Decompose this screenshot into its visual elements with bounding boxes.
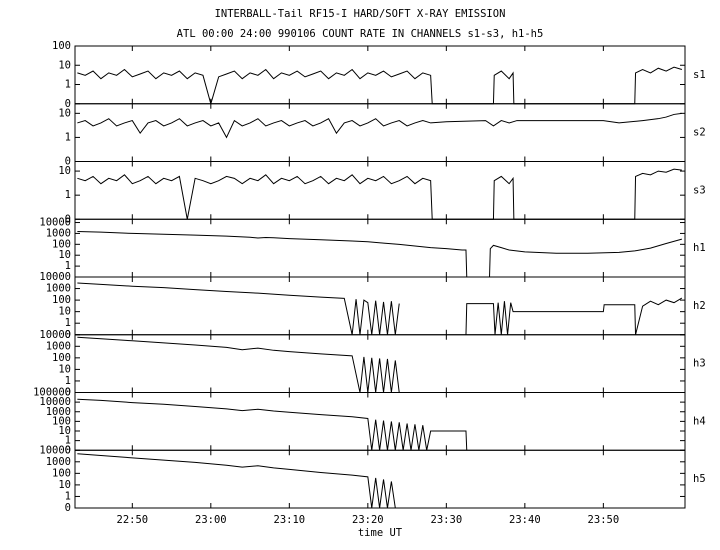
y-tick-label: 0 xyxy=(65,98,71,110)
y-tick-label: 1 xyxy=(65,79,71,91)
y-tick-label: 10 xyxy=(58,59,71,71)
x-tick-label: 23:40 xyxy=(509,514,541,526)
data-line xyxy=(77,112,682,139)
y-tick-label: 0 xyxy=(65,213,71,225)
y-tick-label: 0 xyxy=(65,502,71,514)
y-tick-label: 10 xyxy=(58,479,71,491)
y-tick-label: 1000 xyxy=(46,406,71,418)
y-tick-label: 1 xyxy=(65,435,71,447)
y-tick-label: 1000 xyxy=(46,227,71,239)
y-tick-label: 1 xyxy=(65,490,71,502)
y-tick-label: 10000 xyxy=(39,271,71,283)
y-tick-label: 10000 xyxy=(39,444,71,456)
y-tick-label: 10 xyxy=(58,249,71,261)
y-tick-label: 1 xyxy=(65,131,71,143)
y-tick-label: 0 xyxy=(65,329,71,341)
data-line xyxy=(77,336,400,393)
data-line xyxy=(77,66,683,106)
y-tick-label: 100 xyxy=(52,40,71,52)
y-tick-label: 0 xyxy=(65,156,71,168)
panel-label: h2 xyxy=(693,300,706,312)
y-tick-label: 10000 xyxy=(39,396,71,408)
x-tick-label: 22:50 xyxy=(117,514,149,526)
y-tick-label: 10000 xyxy=(39,217,71,229)
y-tick-label: 10 xyxy=(58,425,71,437)
x-tick-label: 23:50 xyxy=(588,514,620,526)
panel-label: h1 xyxy=(693,242,706,254)
y-tick-label: 10 xyxy=(58,306,71,318)
y-tick-label: 0 xyxy=(65,387,71,399)
panel-label: h3 xyxy=(693,358,706,370)
y-tick-label: 100 xyxy=(52,415,71,427)
x-tick-label: 23:20 xyxy=(352,514,384,526)
y-tick-label: 0 xyxy=(65,444,71,456)
panel-label: h4 xyxy=(693,415,706,427)
y-tick-label: 1 xyxy=(65,375,71,387)
data-line xyxy=(77,168,682,220)
panel-label: s3 xyxy=(693,184,706,196)
data-line xyxy=(77,453,396,509)
y-tick-label: 100 xyxy=(52,294,71,306)
y-tick-label: 1 xyxy=(65,260,71,272)
x-tick-label: 23:10 xyxy=(274,514,306,526)
y-tick-label: 100 xyxy=(52,352,71,364)
y-tick-label: 100 xyxy=(52,467,71,479)
y-tick-label: 100000 xyxy=(33,387,71,399)
x-tick-label: 23:00 xyxy=(195,514,227,526)
y-tick-label: 10 xyxy=(58,363,71,375)
y-tick-label: 1 xyxy=(65,317,71,329)
data-line xyxy=(77,282,683,335)
y-tick-label: 10 xyxy=(58,165,71,177)
y-tick-label: 100 xyxy=(52,238,71,250)
data-line xyxy=(77,231,682,278)
y-tick-label: 1000 xyxy=(46,340,71,352)
y-tick-label: 1 xyxy=(65,189,71,201)
y-tick-label: 10 xyxy=(58,107,71,119)
chart-title: INTERBALL-Tail RF15-I HARD/SOFT X-RAY EM… xyxy=(215,8,506,20)
y-tick-label: 1000 xyxy=(46,283,71,295)
panel-label: h5 xyxy=(693,473,706,485)
x-axis-label: time UT xyxy=(358,527,403,539)
panel-label: s1 xyxy=(693,69,706,81)
x-tick-label: 23:30 xyxy=(431,514,463,526)
y-tick-label: 10000 xyxy=(39,329,71,341)
panel-label: s2 xyxy=(693,127,706,139)
chart-subtitle: ATL 00:00 24:00 990106 COUNT RATE IN CHA… xyxy=(177,28,544,40)
y-tick-label: 1000 xyxy=(46,456,71,468)
